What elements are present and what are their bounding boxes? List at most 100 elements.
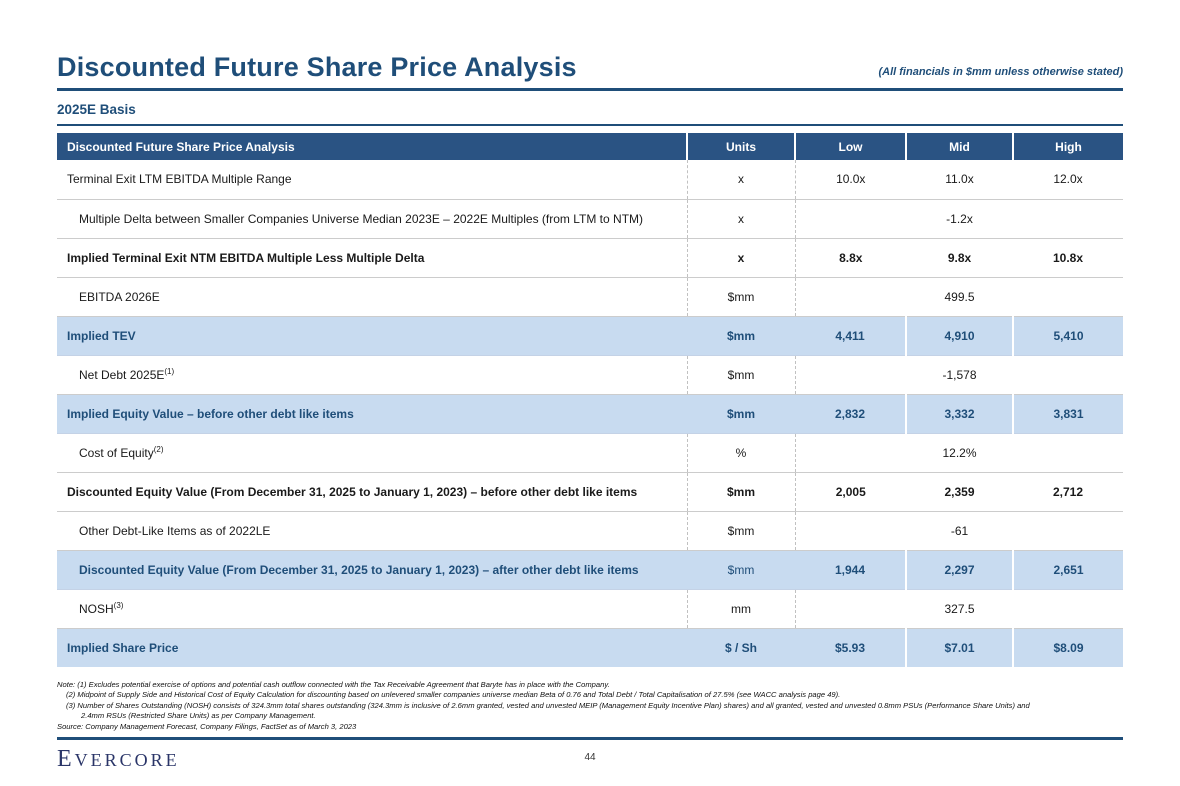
- row-label: EBITDA 2026E: [57, 277, 687, 317]
- cell-high: [1013, 355, 1123, 395]
- row-label-text: EBITDA 2026E: [79, 289, 160, 304]
- row-label: Multiple Delta between Smaller Companies…: [57, 199, 687, 239]
- cell-units: $mm: [687, 394, 795, 434]
- table-row: Net Debt 2025E(1) $mm -1,578: [57, 355, 1123, 395]
- header-label: Discounted Future Share Price Analysis: [57, 133, 687, 160]
- table-row-highlight: Implied Share Price $ / Sh $5.93 $7.01 $…: [57, 628, 1123, 667]
- table-body: Terminal Exit LTM EBITDA Multiple Range …: [57, 160, 1123, 667]
- cell-high: 2,651: [1012, 550, 1123, 590]
- table-row-highlight: Implied TEV $mm 4,411 4,910 5,410: [57, 316, 1123, 356]
- analysis-table: Discounted Future Share Price Analysis U…: [57, 133, 1123, 667]
- row-label: Discounted Equity Value (From December 3…: [57, 472, 687, 512]
- cell-low: 2,005: [794, 472, 906, 512]
- row-label-text: Implied Equity Value – before other debt…: [67, 406, 354, 421]
- table-row-highlight: Discounted Equity Value (From December 3…: [57, 550, 1123, 590]
- cell-low: [794, 199, 906, 239]
- cell-low: 4,411: [795, 316, 906, 356]
- row-label: Discounted Equity Value (From December 3…: [57, 550, 687, 590]
- cell-high: [1013, 199, 1123, 239]
- table-row: Cost of Equity(2) % 12.2%: [57, 433, 1123, 473]
- header-low: Low: [794, 133, 906, 160]
- cell-mid: -61: [906, 511, 1013, 551]
- cell-mid: 499.5: [906, 277, 1013, 317]
- header-units: Units: [686, 133, 795, 160]
- cell-units: %: [686, 433, 795, 473]
- footnote-line: (3) Number of Shares Outstanding (NOSH) …: [66, 700, 1030, 710]
- cell-units: $mm: [686, 355, 795, 395]
- logo-rest: VERCORE: [74, 750, 180, 771]
- row-label-text: Discounted Equity Value (From December 3…: [79, 562, 639, 577]
- row-label-text: Discounted Equity Value (From December 3…: [67, 484, 638, 499]
- footnote-marker: (3): [113, 600, 124, 610]
- cell-mid: 327.5: [906, 589, 1013, 629]
- cell-low: 10.0x: [794, 160, 906, 200]
- cell-units: x: [686, 199, 795, 239]
- cell-mid: $7.01: [905, 628, 1013, 667]
- cell-units: $mm: [686, 277, 795, 317]
- cell-mid: 3,332: [905, 394, 1013, 434]
- row-label-text: NOSH: [79, 601, 114, 616]
- row-label: Implied Equity Value – before other debt…: [57, 394, 687, 434]
- row-label-text: Implied Terminal Exit NTM EBITDA Multipl…: [67, 250, 425, 265]
- cell-high: [1013, 277, 1123, 317]
- table-row: Terminal Exit LTM EBITDA Multiple Range …: [57, 160, 1123, 200]
- cell-units: x: [686, 160, 795, 200]
- footnote-line: 2.4mm RSUs (Restricted Share Units) as p…: [81, 711, 316, 721]
- slide-footer: EVERCORE 44: [57, 744, 1123, 778]
- cell-low: 1,944: [795, 550, 906, 590]
- slide-content: Discounted Future Share Price Analysis (…: [57, 0, 1123, 778]
- table-row: Multiple Delta between Smaller Companies…: [57, 199, 1123, 239]
- cell-low: [794, 589, 906, 629]
- source-line: Source: Company Management Forecast, Com…: [57, 721, 357, 731]
- row-label: Terminal Exit LTM EBITDA Multiple Range: [57, 160, 687, 200]
- cell-units: x: [686, 238, 795, 278]
- cell-mid: 11.0x: [906, 160, 1013, 200]
- row-label: Net Debt 2025E(1): [57, 355, 687, 395]
- row-label: Implied TEV: [57, 316, 687, 356]
- row-label-text: Net Debt 2025E: [79, 367, 165, 382]
- title-divider: [57, 88, 1123, 91]
- row-label: Implied Terminal Exit NTM EBITDA Multipl…: [57, 238, 687, 278]
- table-row: Implied Terminal Exit NTM EBITDA Multipl…: [57, 238, 1123, 278]
- row-label: Other Debt-Like Items as of 2022LE: [57, 511, 687, 551]
- cell-low: [794, 433, 906, 473]
- table-row: NOSH(3) mm 327.5: [57, 589, 1123, 629]
- table-row: EBITDA 2026E $mm 499.5: [57, 277, 1123, 317]
- section-divider: [57, 124, 1123, 126]
- footnote-marker: (1): [164, 366, 175, 376]
- table-row: Other Debt-Like Items as of 2022LE $mm -…: [57, 511, 1123, 551]
- footnote-marker: (2): [153, 444, 164, 454]
- cell-high: 5,410: [1012, 316, 1123, 356]
- cell-high: [1013, 589, 1123, 629]
- cell-low: $5.93: [795, 628, 906, 667]
- cell-high: [1013, 511, 1123, 551]
- page-number: 44: [584, 752, 596, 764]
- table-head: Discounted Future Share Price Analysis U…: [57, 133, 1123, 160]
- cell-units: $mm: [686, 472, 795, 512]
- row-label-text: Cost of Equity: [79, 445, 154, 460]
- row-label: NOSH(3): [57, 589, 687, 629]
- cell-units: $mm: [687, 550, 795, 590]
- financials-note: (All financials in $mm unless otherwise …: [878, 66, 1123, 78]
- cell-low: 2,832: [795, 394, 906, 434]
- row-label: Cost of Equity(2): [57, 433, 687, 473]
- cell-units: $mm: [686, 511, 795, 551]
- table-header-row: Discounted Future Share Price Analysis U…: [57, 133, 1123, 160]
- row-label-text: Other Debt-Like Items as of 2022LE: [79, 523, 271, 538]
- cell-high: 3,831: [1012, 394, 1123, 434]
- cell-mid: 2,359: [906, 472, 1013, 512]
- header-mid: Mid: [905, 133, 1013, 160]
- row-label: Implied Share Price: [57, 628, 687, 667]
- cell-low: [794, 355, 906, 395]
- footnote-line: (2) Midpoint of Supply Side and Historic…: [66, 690, 841, 700]
- cell-high: 2,712: [1013, 472, 1123, 512]
- row-label-text: Implied Share Price: [67, 640, 179, 655]
- cell-mid: -1,578: [906, 355, 1013, 395]
- slide-header: Discounted Future Share Price Analysis (…: [57, 0, 1123, 83]
- table-row: Discounted Equity Value (From December 3…: [57, 472, 1123, 512]
- section-heading: 2025E Basis: [57, 102, 136, 117]
- logo-initial: E: [57, 746, 75, 773]
- row-label-text: Multiple Delta between Smaller Companies…: [79, 211, 644, 226]
- cell-units: mm: [686, 589, 795, 629]
